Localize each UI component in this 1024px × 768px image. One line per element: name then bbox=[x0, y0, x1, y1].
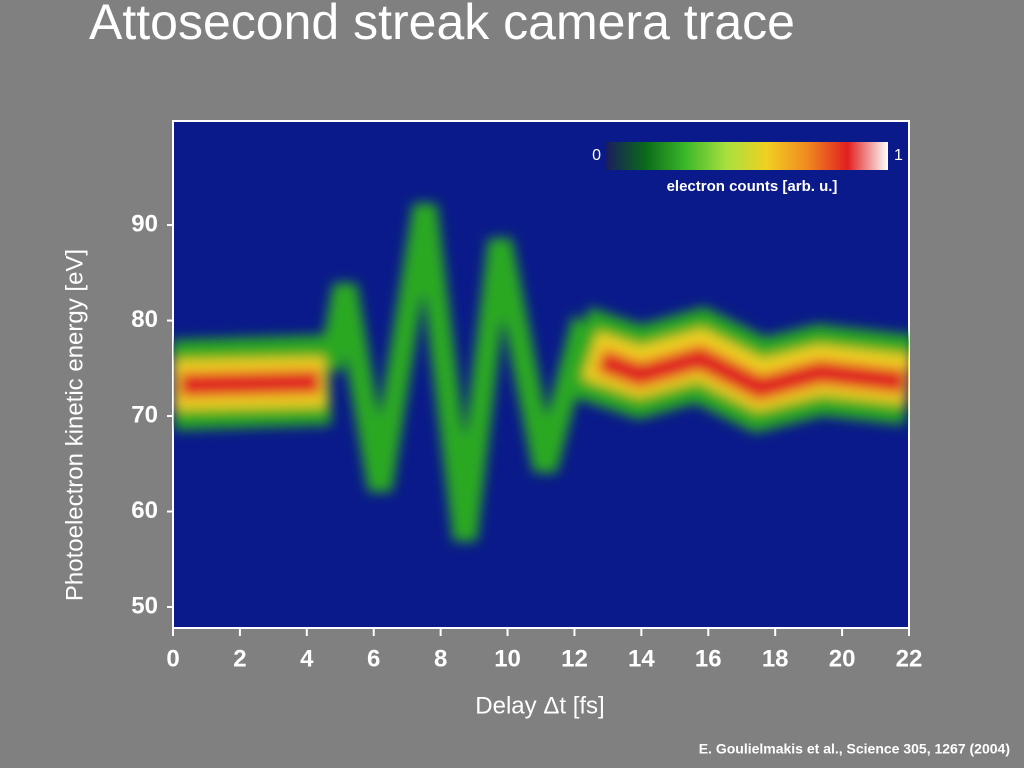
y-tick-label: 60 bbox=[131, 497, 158, 524]
x-tick-label: 4 bbox=[300, 645, 314, 672]
x-tick-label: 0 bbox=[166, 645, 179, 672]
trace-band-core bbox=[179, 345, 907, 401]
x-tick-label: 22 bbox=[896, 645, 923, 672]
plot-area: electron counts [arb. u.] bbox=[172, 120, 910, 629]
x-tick-label: 16 bbox=[695, 645, 722, 672]
colorbar-tick-label: 1 bbox=[894, 147, 903, 164]
colorbar-label: electron counts [arb. u.] bbox=[667, 178, 838, 195]
trace-oscillation bbox=[318, 203, 608, 542]
y-tick-label: 50 bbox=[131, 592, 158, 619]
x-tick-label: 20 bbox=[829, 645, 856, 672]
slide-title: Attosecond streak camera trace bbox=[89, 0, 795, 50]
colorbar-tick-label: 0 bbox=[592, 147, 601, 164]
x-tick-label: 2 bbox=[233, 645, 246, 672]
colorbar bbox=[605, 142, 888, 170]
x-tick-label: 6 bbox=[367, 645, 380, 672]
y-tick-label: 80 bbox=[131, 306, 158, 333]
y-axis-label: Photoelectron kinetic energy [eV] bbox=[61, 249, 88, 601]
x-axis-label: Delay Δt [fs] bbox=[475, 692, 604, 719]
x-tick-label: 14 bbox=[628, 645, 655, 672]
x-tick-label: 8 bbox=[434, 645, 447, 672]
y-tick-label: 70 bbox=[131, 401, 158, 428]
x-tick-label: 10 bbox=[494, 645, 521, 672]
x-tick-label: 12 bbox=[561, 645, 588, 672]
y-tick-label: 90 bbox=[131, 210, 158, 237]
x-tick-label: 18 bbox=[762, 645, 789, 672]
source-citation: E. Goulielmakis et al., Science 305, 126… bbox=[699, 741, 1010, 757]
streak-trace bbox=[173, 203, 909, 542]
